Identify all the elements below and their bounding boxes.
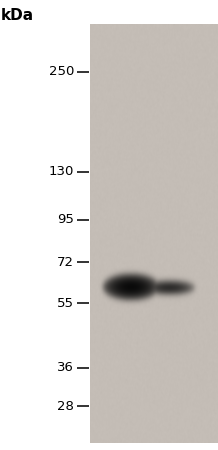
Text: 95: 95 bbox=[57, 213, 74, 226]
Text: 55: 55 bbox=[57, 297, 74, 310]
Text: 28: 28 bbox=[57, 400, 74, 413]
FancyBboxPatch shape bbox=[90, 25, 218, 443]
Text: 250: 250 bbox=[49, 65, 74, 78]
Text: kDa: kDa bbox=[1, 8, 34, 22]
Text: 72: 72 bbox=[57, 256, 74, 269]
Text: 36: 36 bbox=[57, 361, 74, 374]
Text: 130: 130 bbox=[49, 165, 74, 178]
